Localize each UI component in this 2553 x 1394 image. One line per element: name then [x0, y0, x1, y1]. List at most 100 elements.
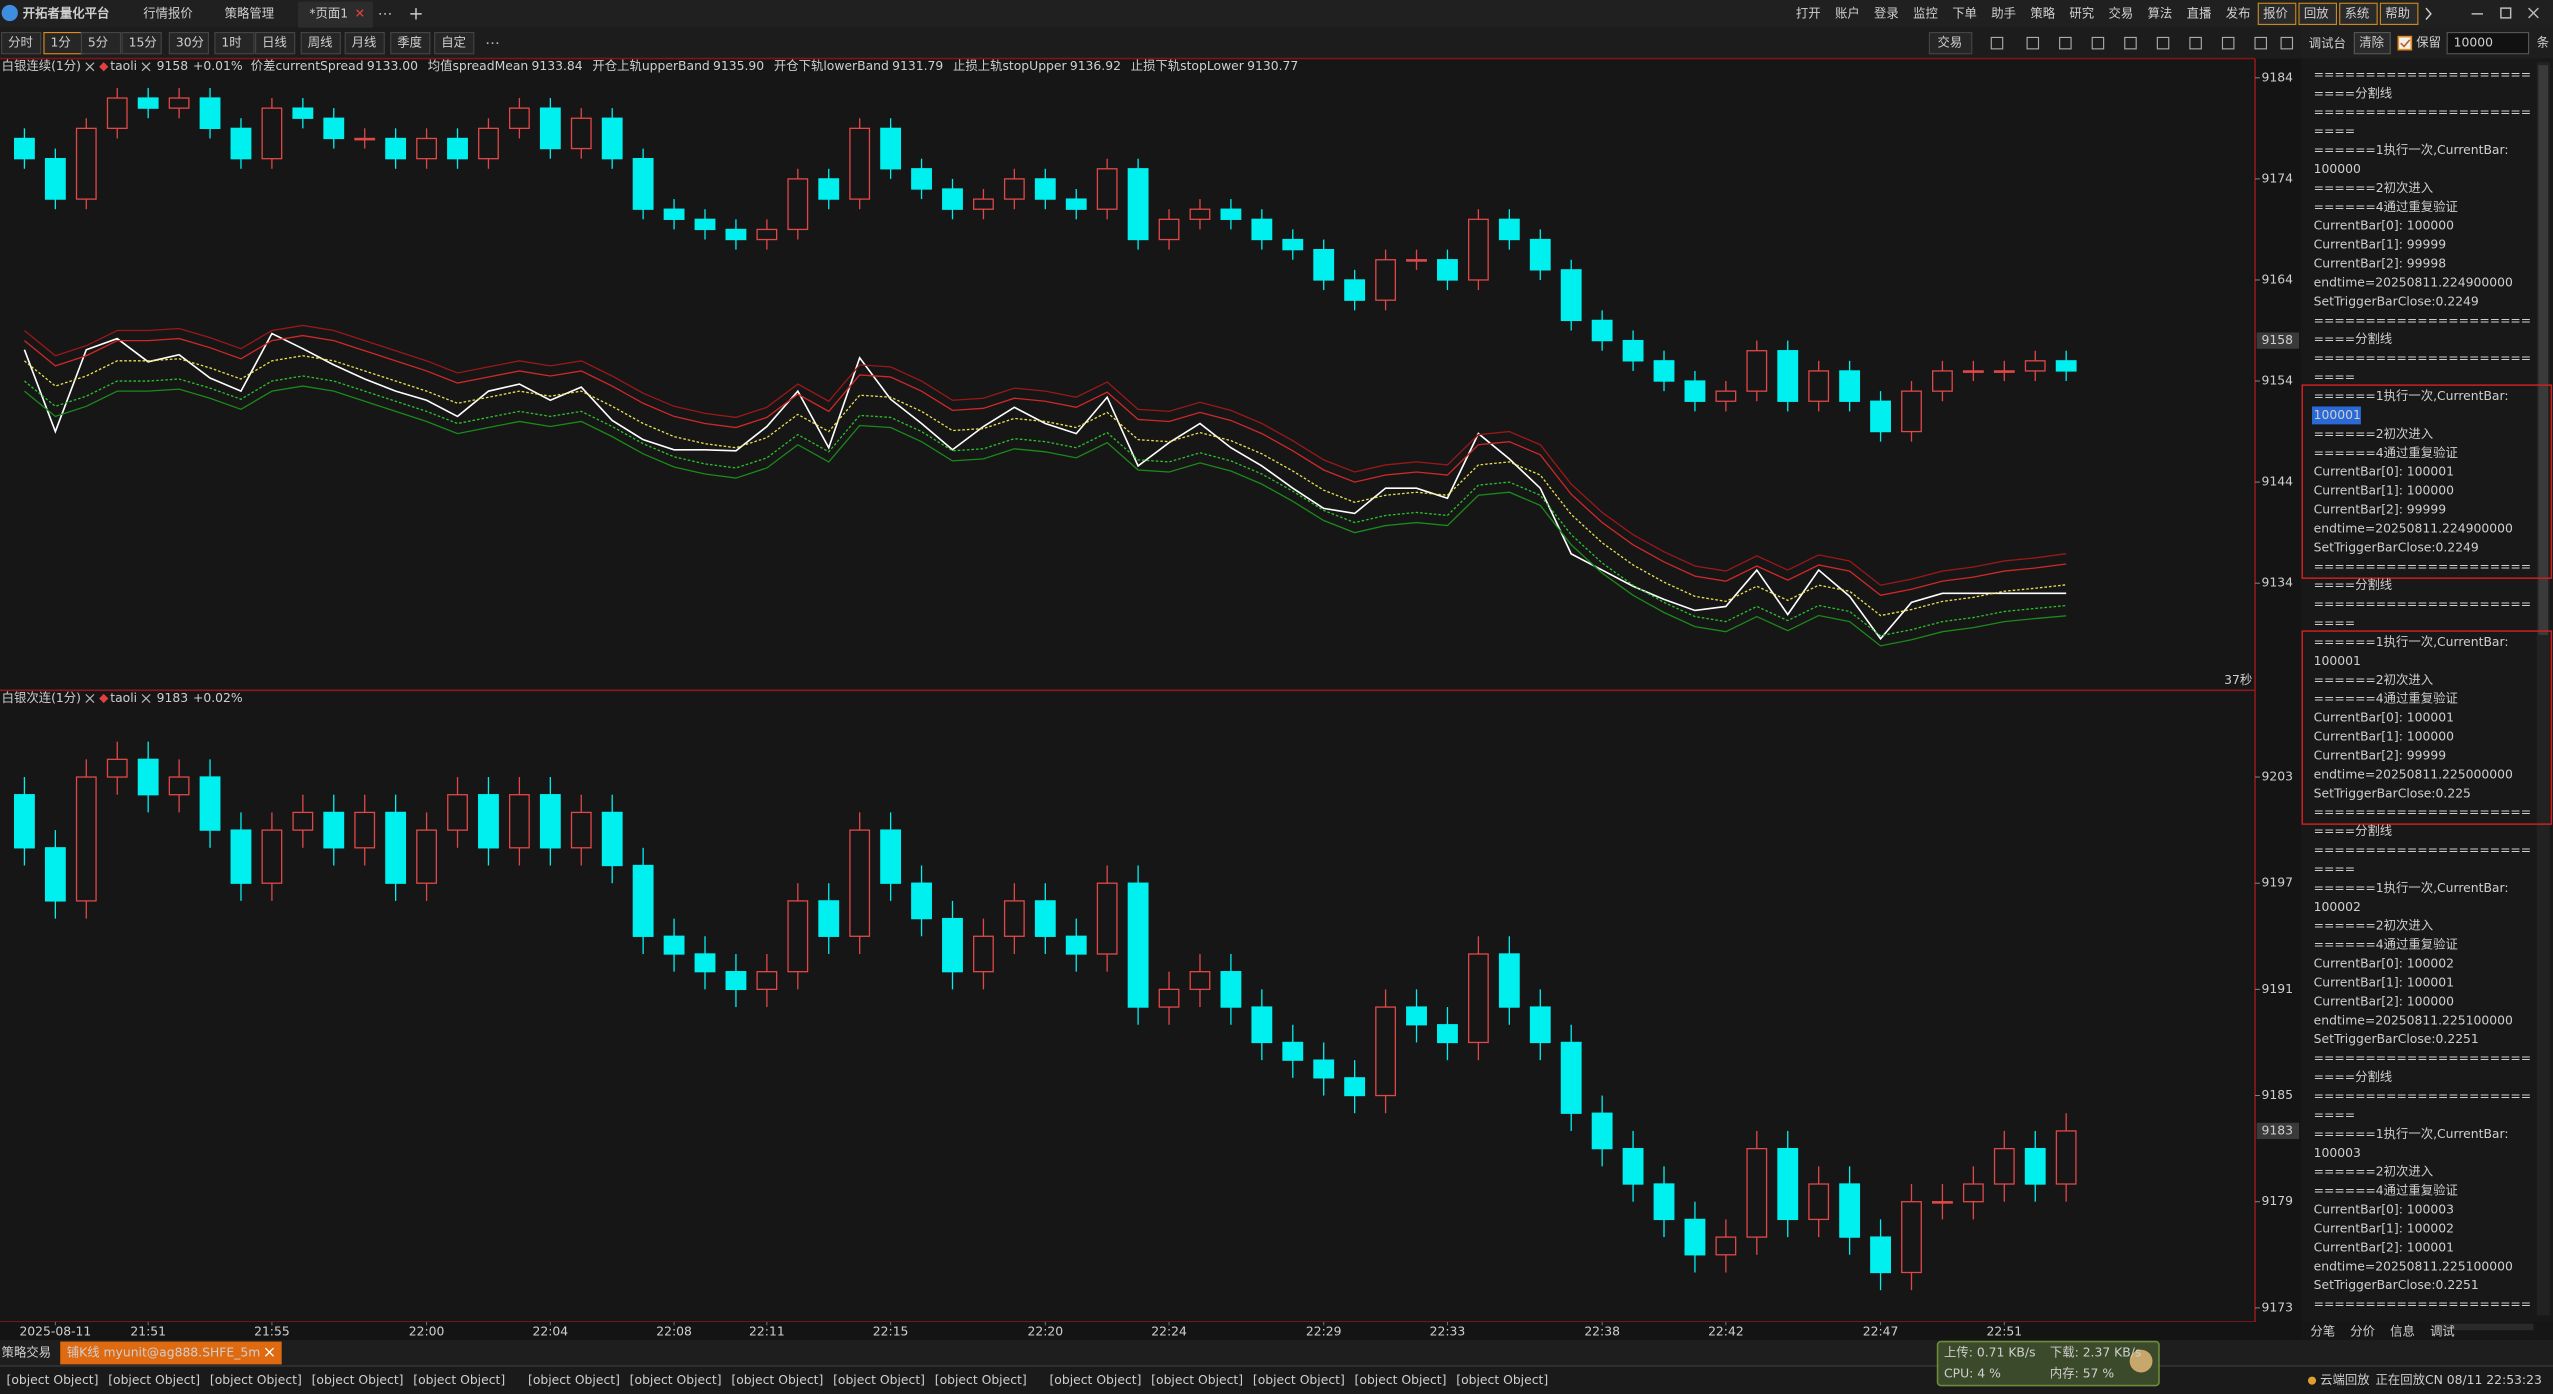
- period-button[interactable]: [434, 31, 475, 55]
- debug-tab[interactable]: 调试: [2430, 1323, 2455, 1338]
- debug-line: SetTriggerBarClose:0.2251: [2314, 1032, 2479, 1046]
- menu-item[interactable]: 打开: [1796, 6, 1821, 20]
- time-axis: [0, 1322, 2301, 1340]
- debug-line: CurrentBar[0]: 100000: [2314, 219, 2454, 233]
- debug-line: ====分割线: [2314, 1069, 2393, 1084]
- debug-tab[interactable]: 信息: [2390, 1323, 2415, 1338]
- tab-close[interactable]: [264, 1347, 274, 1357]
- strategy-tab[interactable]: 策略交易: [2, 1344, 51, 1359]
- candle-body: [818, 900, 840, 937]
- menu-item[interactable]: 算法: [2148, 5, 2173, 20]
- period-button[interactable]: [80, 31, 122, 55]
- legend-text: 9133.84: [532, 59, 583, 73]
- menu-item[interactable]: 策略: [2030, 5, 2055, 20]
- y-tick-label: 9134: [2262, 576, 2294, 590]
- debug-line: =====================: [2314, 1089, 2531, 1103]
- legend-close[interactable]: [85, 62, 95, 72]
- candle-body: [1189, 971, 1211, 991]
- debug-line: CurrentBar[1]: 99999: [2314, 238, 2446, 252]
- period-button[interactable]: [1, 31, 42, 55]
- debug-line: SetTriggerBarClose:0.2251: [2314, 1278, 2479, 1292]
- menu-button[interactable]: [2379, 2, 2419, 25]
- price-tag: [2256, 332, 2300, 349]
- menu-tab[interactable]: 行情报价: [143, 5, 192, 20]
- menu-item[interactable]: 账户: [1835, 5, 1860, 20]
- net-cpu: CPU: 4 %: [1944, 1367, 2001, 1381]
- trade-button[interactable]: [1928, 31, 1973, 55]
- debug-tab[interactable]: 分笔: [2310, 1323, 2335, 1338]
- period-button[interactable]: [344, 31, 385, 55]
- debug-line: ======1执行一次,CurrentBar:: [2314, 389, 2509, 403]
- candle-body: [508, 107, 530, 130]
- debug-line: CurrentBar[0]: 100002: [2314, 957, 2454, 971]
- period-button[interactable]: [390, 31, 431, 55]
- menu-item[interactable]: 发布: [2226, 5, 2251, 20]
- clear-button[interactable]: [2353, 31, 2391, 55]
- toolbar-icon[interactable]: [2254, 36, 2268, 50]
- toolbar-icon[interactable]: [2156, 36, 2170, 50]
- candle-body: [1313, 248, 1335, 281]
- scrollbar-thumb[interactable]: [2538, 65, 2549, 635]
- debug-line: endtime=20250811.224900000: [2314, 521, 2513, 535]
- candle-body: [1591, 1112, 1613, 1150]
- candle-body: [1993, 370, 2015, 373]
- candle-body: [570, 117, 592, 150]
- menu-button[interactable]: [2339, 2, 2378, 25]
- menu-button[interactable]: [2257, 2, 2297, 25]
- candle-body: [292, 811, 314, 831]
- active-tab[interactable]: [60, 1341, 282, 1365]
- menu-item[interactable]: 下单: [1952, 6, 1977, 20]
- toolbar-icon[interactable]: [2026, 36, 2040, 50]
- x-tick-label: 22:15: [873, 1324, 909, 1338]
- menu-tab[interactable]: 策略管理: [225, 5, 274, 20]
- toolbar-icon[interactable]: [2221, 36, 2235, 50]
- toolbar-icon[interactable]: [2124, 36, 2137, 50]
- toolbar-icon[interactable]: [2091, 36, 2105, 50]
- menu-item[interactable]: 登录: [1874, 5, 1899, 20]
- legend-close[interactable]: [85, 693, 95, 703]
- candle-body: [106, 758, 128, 778]
- debug-line: =====================: [2314, 105, 2531, 119]
- menu-button[interactable]: [2298, 2, 2338, 25]
- menu-item[interactable]: 研究: [2069, 5, 2094, 20]
- period-label: 周线: [308, 36, 333, 50]
- candle-body: [1189, 208, 1211, 220]
- candle-body: [725, 971, 747, 991]
- candle-body: [1653, 360, 1675, 382]
- toolbar-icon[interactable]: [2280, 36, 2294, 50]
- legend-text: 开仓上轨upperBand: [592, 59, 709, 73]
- count-input[interactable]: [2446, 31, 2530, 55]
- menu-item[interactable]: 直播: [2187, 6, 2212, 20]
- x-tick-label: 22:20: [1027, 1324, 1063, 1338]
- candle-body: [323, 811, 345, 849]
- keep-checkbox[interactable]: [2397, 35, 2413, 51]
- tab-more: [379, 8, 422, 20]
- period-button[interactable]: [168, 31, 209, 55]
- window-controls[interactable]: [2471, 7, 2539, 19]
- count-value: 10000: [2454, 36, 2493, 50]
- menu-item[interactable]: 助手: [1991, 6, 2016, 20]
- menu-tab[interactable]: *页面1: [309, 6, 348, 20]
- legend-close[interactable]: [141, 693, 151, 703]
- debug-line: =====================: [2314, 1051, 2531, 1065]
- toolbar-icon[interactable]: [2189, 36, 2202, 50]
- period-button[interactable]: [255, 31, 296, 55]
- debug-line: ====分割线: [2314, 823, 2393, 838]
- candle-body: [1127, 168, 1149, 241]
- toolbar-icon[interactable]: [1990, 36, 2004, 50]
- candle-body: [44, 847, 66, 902]
- period-button[interactable]: [300, 31, 341, 55]
- status-item: [object Object]: [413, 1373, 505, 1387]
- candle-body: [1158, 988, 1180, 1008]
- legend-close[interactable]: [141, 62, 151, 72]
- period-button[interactable]: [121, 31, 162, 55]
- toolbar-icon[interactable]: [2059, 36, 2072, 50]
- h-scroll[interactable]: [2435, 1323, 2534, 1331]
- legend-text: 9131.79: [892, 59, 943, 73]
- candle-body: [137, 97, 159, 109]
- menu-item[interactable]: 交易: [2109, 5, 2134, 20]
- menu-item[interactable]: 监控: [1913, 6, 1938, 20]
- debug-tab[interactable]: 分价: [2350, 1324, 2375, 1338]
- period-button[interactable]: [214, 31, 255, 55]
- x-tick-label: 21:55: [254, 1324, 290, 1338]
